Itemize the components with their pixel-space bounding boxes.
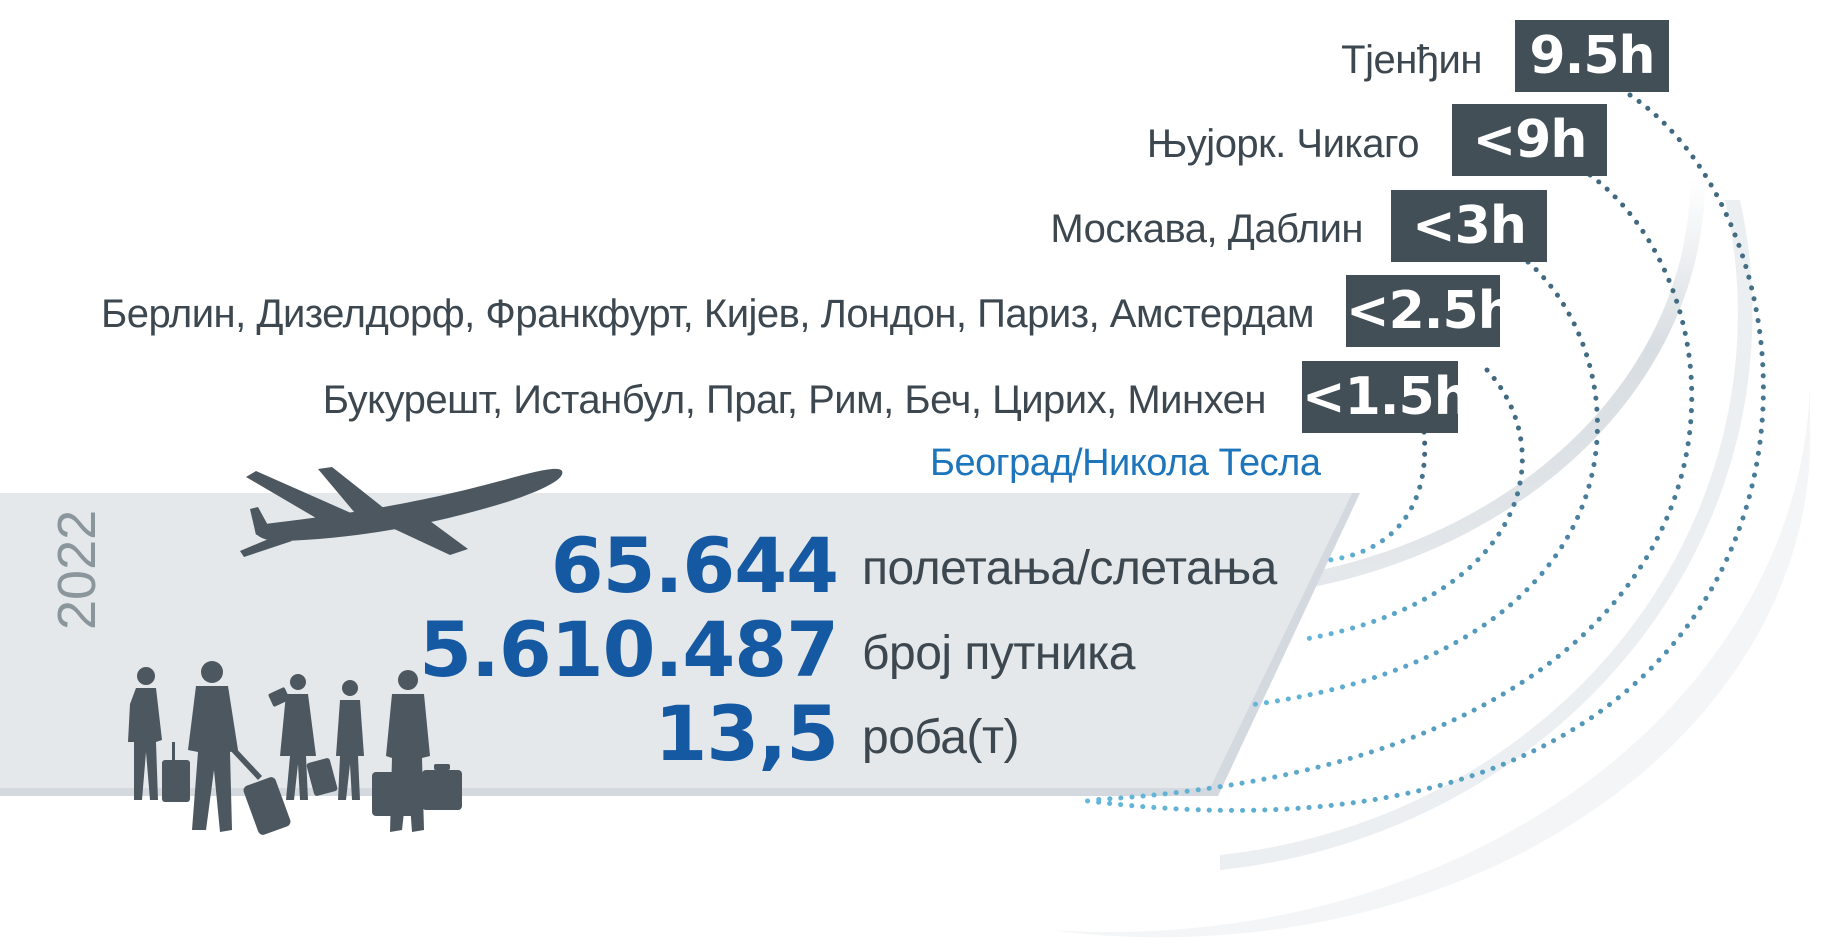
route-arc-2 xyxy=(1297,367,1525,643)
route-destinations-2: Њујорк. Чикаго xyxy=(1146,122,1420,166)
travelers-silhouette-icon xyxy=(128,661,462,835)
stats-panel xyxy=(0,493,1352,788)
route-destinations-5: Букурешт, Истанбул, Праг, Рим, Беч, Цири… xyxy=(322,378,1267,422)
route-arc-4 xyxy=(1087,172,1695,803)
year-label: 2022 xyxy=(47,509,107,630)
route-arcs xyxy=(1077,92,1766,813)
route-time-box-1: 9.5h xyxy=(1515,20,1669,92)
route-time-box-5: <1.5h xyxy=(1302,361,1471,433)
route-arc-5 xyxy=(1077,92,1766,813)
route-destinations-3: Москава, Даблин xyxy=(1050,207,1363,251)
airplane-icon xyxy=(240,467,563,557)
stat-label-movements: полетања/слетања xyxy=(862,542,1277,595)
route-destinations-1: Тјенђин xyxy=(1341,38,1482,82)
stats-panel-edge xyxy=(0,493,1360,796)
stat-label-passengers: број путника xyxy=(862,627,1135,680)
stat-value-cargo: 13,5 xyxy=(654,689,839,778)
route-time-box-3: <3h xyxy=(1391,190,1547,262)
route-time-box-2: <9h xyxy=(1452,104,1607,176)
stat-value-passengers: 5.610.487 xyxy=(419,605,839,694)
route-destinations-4: Берлин, Дизелдорф, Франкфурт, Кијев, Лон… xyxy=(100,292,1315,336)
stat-value-movements: 65.644 xyxy=(550,521,839,610)
origin-airport-label: Београд/Никола Тесла xyxy=(930,442,1321,484)
route-arc-3 xyxy=(1247,259,1600,708)
route-time-box-4: <2.5h xyxy=(1346,275,1515,347)
stat-label-cargo: роба(т) xyxy=(862,711,1019,764)
route-arc-1 xyxy=(1327,429,1428,563)
